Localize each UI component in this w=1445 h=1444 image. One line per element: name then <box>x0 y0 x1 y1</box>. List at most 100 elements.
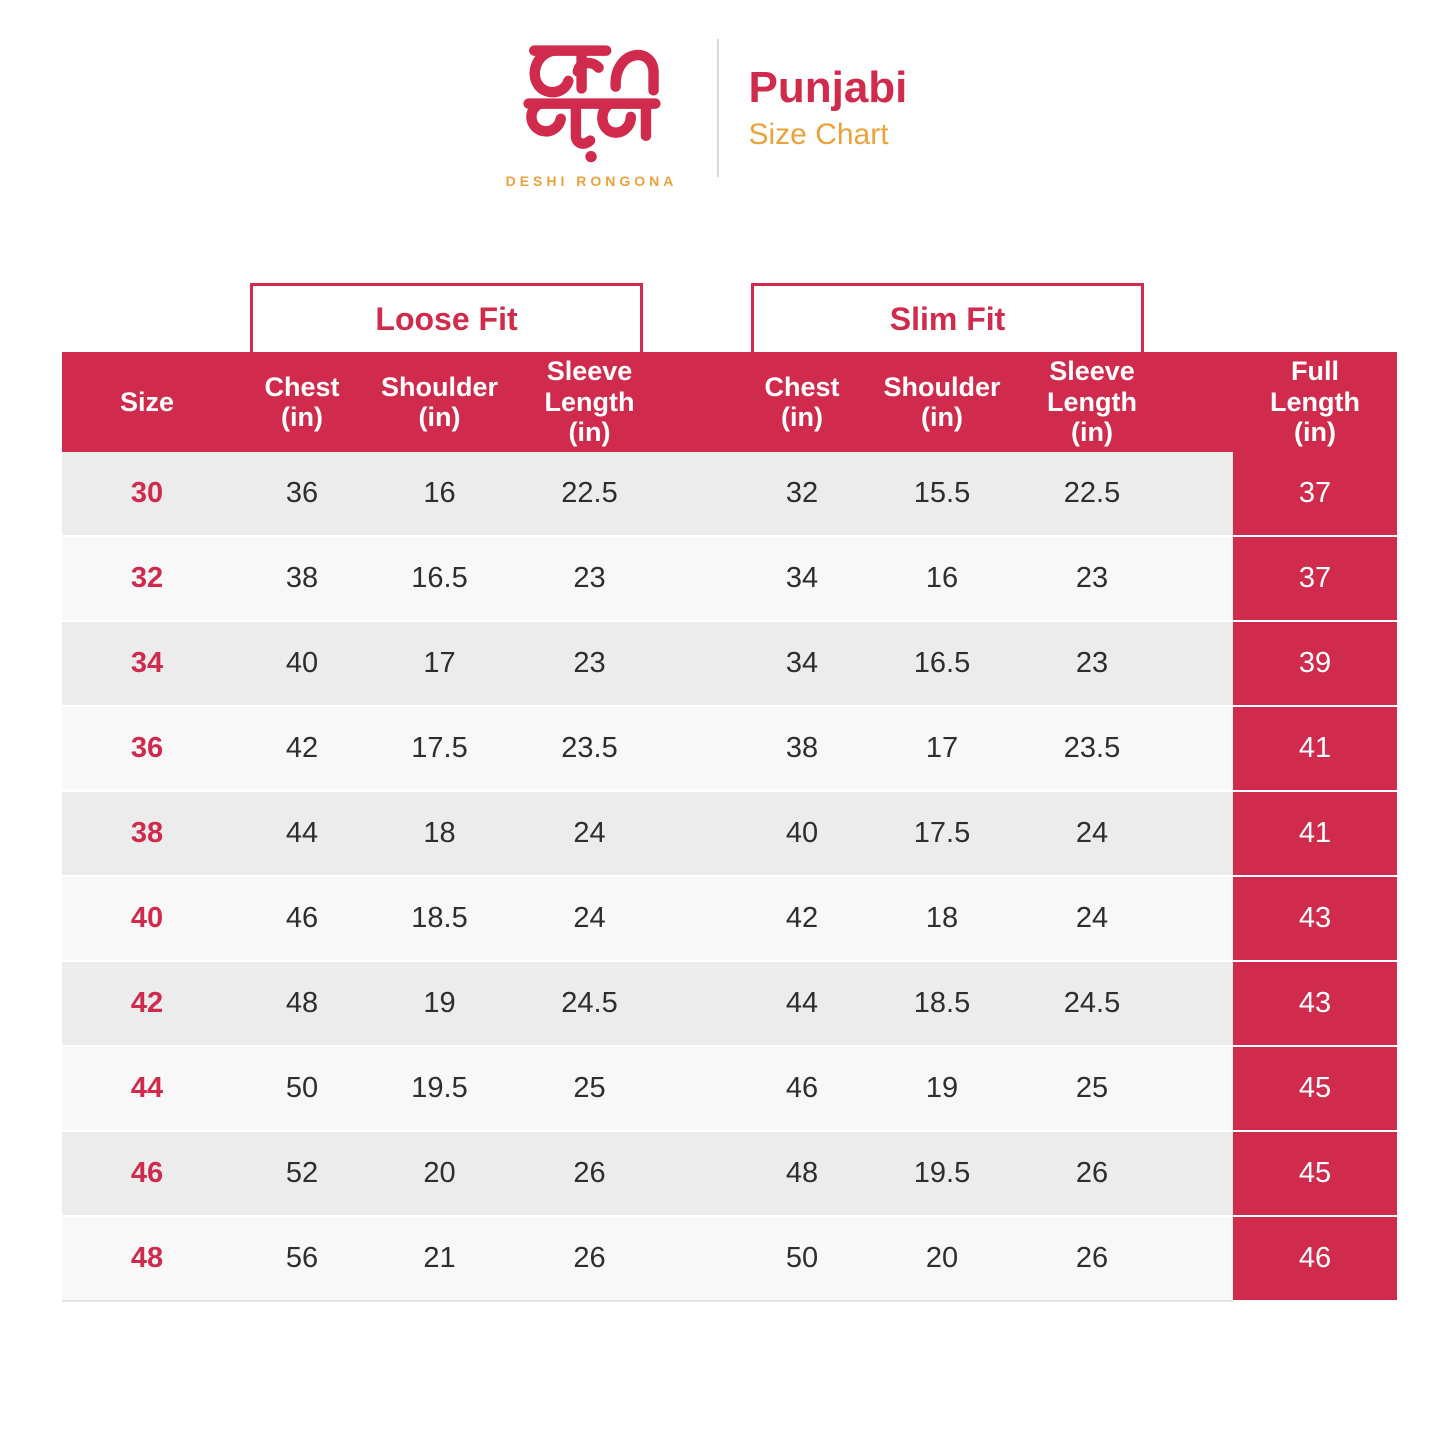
table-header-row: Size Chest (in) Shoulder (in) Sleeve Len… <box>62 352 1397 452</box>
measurement-cell: 44 <box>232 792 372 877</box>
table-row: 44 50 19.5 25 46 19 25 45 <box>62 1047 1397 1132</box>
measurement-cell: 23 <box>507 622 672 707</box>
spacer-cell <box>1172 707 1233 792</box>
full-length-cell: 43 <box>1233 962 1397 1047</box>
measurement-cell: 24 <box>507 877 672 962</box>
measurement-cell: 50 <box>232 1047 372 1132</box>
loose-fit-label: Loose Fit <box>250 283 643 352</box>
table-row: 46 52 20 26 48 19.5 26 45 <box>62 1132 1397 1217</box>
spacer-cell <box>672 962 732 1047</box>
spacer-cell <box>672 1047 732 1132</box>
measurement-cell: 18 <box>872 877 1012 962</box>
col-header-size: Size <box>62 352 232 452</box>
size-cell: 30 <box>62 452 232 537</box>
title-block: Punjabi Size Chart <box>748 62 949 151</box>
table-row: 38 44 18 24 40 17.5 24 41 <box>62 792 1397 877</box>
spacer-cell <box>672 707 732 792</box>
measurement-cell: 42 <box>732 877 872 962</box>
measurement-cell: 24 <box>1012 792 1172 877</box>
spacer-cell <box>672 452 732 537</box>
col-header-loose-chest: Chest (in) <box>232 352 372 452</box>
measurement-cell: 34 <box>732 537 872 622</box>
measurement-cell: 32 <box>732 452 872 537</box>
spacer-cell <box>1172 1047 1233 1132</box>
measurement-cell: 46 <box>732 1047 872 1132</box>
header-spacer <box>1172 352 1233 452</box>
measurement-cell: 24.5 <box>507 962 672 1047</box>
measurement-cell: 23.5 <box>507 707 672 792</box>
measurement-cell: 40 <box>732 792 872 877</box>
measurement-cell: 22.5 <box>507 452 672 537</box>
measurement-cell: 17 <box>372 622 507 707</box>
full-length-cell: 43 <box>1233 877 1397 962</box>
measurement-cell: 48 <box>232 962 372 1047</box>
table-row: 48 56 21 26 50 20 26 46 <box>62 1217 1397 1302</box>
measurement-cell: 17 <box>872 707 1012 792</box>
measurement-cell: 15.5 <box>872 452 1012 537</box>
spacer-cell <box>672 1132 732 1217</box>
measurement-cell: 18.5 <box>372 877 507 962</box>
full-length-cell: 37 <box>1233 452 1397 537</box>
spacer-cell <box>672 622 732 707</box>
size-table: Size Chest (in) Shoulder (in) Sleeve Len… <box>62 352 1397 1302</box>
measurement-cell: 16 <box>872 537 1012 622</box>
table-row: 32 38 16.5 23 34 16 23 37 <box>62 537 1397 622</box>
measurement-cell: 56 <box>232 1217 372 1302</box>
measurement-cell: 26 <box>507 1217 672 1302</box>
full-length-cell: 45 <box>1233 1132 1397 1217</box>
spacer-cell <box>1172 1217 1233 1302</box>
measurement-cell: 19.5 <box>872 1132 1012 1217</box>
spacer-cell <box>672 792 732 877</box>
measurement-cell: 19.5 <box>372 1047 507 1132</box>
size-cell: 38 <box>62 792 232 877</box>
size-cell: 42 <box>62 962 232 1047</box>
spacer-cell <box>1172 792 1233 877</box>
spacer-cell <box>672 877 732 962</box>
measurement-cell: 18 <box>372 792 507 877</box>
measurement-cell: 24.5 <box>1012 962 1172 1047</box>
measurement-cell: 26 <box>507 1132 672 1217</box>
measurement-cell: 23.5 <box>1012 707 1172 792</box>
measurement-cell: 23 <box>507 537 672 622</box>
measurement-cell: 22.5 <box>1012 452 1172 537</box>
col-header-slim-chest: Chest (in) <box>732 352 872 452</box>
header-divider <box>716 38 719 177</box>
measurement-cell: 52 <box>232 1132 372 1217</box>
brand-logo: DESHI RONGONA <box>497 26 687 189</box>
measurement-cell: 36 <box>232 452 372 537</box>
spacer-cell <box>1172 452 1233 537</box>
measurement-cell: 21 <box>372 1217 507 1302</box>
measurement-cell: 48 <box>732 1132 872 1217</box>
measurement-cell: 20 <box>872 1217 1012 1302</box>
size-table-body: 30 36 16 22.5 32 15.5 22.5 37 32 38 16.5 23 34 16 23 37… <box>62 452 1397 1302</box>
measurement-cell: 16.5 <box>372 537 507 622</box>
measurement-cell: 17.5 <box>872 792 1012 877</box>
measurement-cell: 25 <box>507 1047 672 1132</box>
measurement-cell: 16.5 <box>872 622 1012 707</box>
spacer-cell <box>1172 877 1233 962</box>
measurement-cell: 26 <box>1012 1132 1172 1217</box>
measurement-cell: 24 <box>1012 877 1172 962</box>
size-cell: 34 <box>62 622 232 707</box>
table-row: 42 48 19 24.5 44 18.5 24.5 43 <box>62 962 1397 1047</box>
size-cell: 32 <box>62 537 232 622</box>
measurement-cell: 42 <box>232 707 372 792</box>
measurement-cell: 26 <box>1012 1217 1172 1302</box>
measurement-cell: 46 <box>232 877 372 962</box>
col-header-loose-shoulder: Shoulder (in) <box>372 352 507 452</box>
measurement-cell: 38 <box>232 537 372 622</box>
brand-header: DESHI RONGONA Punjabi Size Chart <box>0 26 1445 189</box>
measurement-cell: 16 <box>372 452 507 537</box>
table-row: 30 36 16 22.5 32 15.5 22.5 37 <box>62 452 1397 537</box>
page-subtitle: Size Chart <box>748 117 889 151</box>
size-cell: 36 <box>62 707 232 792</box>
full-length-cell: 46 <box>1233 1217 1397 1302</box>
spacer-cell <box>1172 622 1233 707</box>
page-title: Punjabi <box>748 62 908 112</box>
full-length-cell: 39 <box>1233 622 1397 707</box>
size-cell: 48 <box>62 1217 232 1302</box>
table-row: 40 46 18.5 24 42 18 24 43 <box>62 877 1397 962</box>
spacer-cell <box>1172 537 1233 622</box>
full-length-cell: 45 <box>1233 1047 1397 1132</box>
